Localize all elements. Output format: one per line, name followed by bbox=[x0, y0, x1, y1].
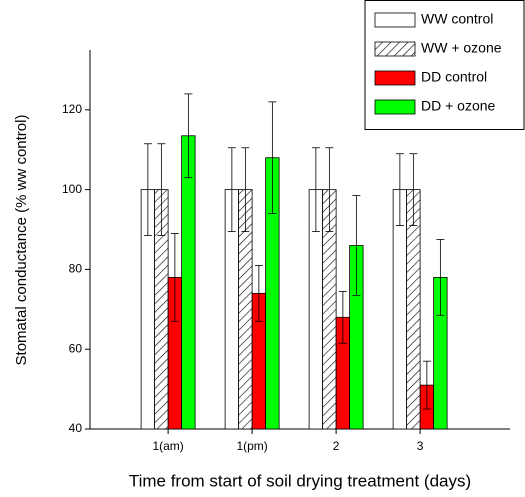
error-bar bbox=[268, 101, 277, 214]
error-bar bbox=[338, 290, 347, 344]
error-bar bbox=[241, 147, 250, 232]
y-tick-label: 120 bbox=[62, 102, 82, 116]
y-tick-label: 80 bbox=[69, 262, 83, 276]
legend-label: DD + ozone bbox=[421, 98, 496, 114]
legend-swatch bbox=[374, 70, 416, 86]
legend-label: WW control bbox=[421, 11, 493, 27]
legend-label: WW + ozone bbox=[421, 40, 502, 56]
error-bar bbox=[311, 147, 320, 232]
x-tick-label: 1(pm) bbox=[236, 439, 267, 453]
error-bar bbox=[352, 195, 361, 296]
error-bar bbox=[170, 233, 179, 322]
y-axis-label: Stomatal conductance (% ww control) bbox=[13, 115, 30, 366]
error-bar bbox=[395, 153, 404, 226]
x-tick-label: 3 bbox=[417, 439, 424, 453]
y-tick-label: 60 bbox=[69, 341, 83, 355]
legend-swatch bbox=[374, 12, 416, 28]
y-tick-label: 40 bbox=[69, 421, 83, 435]
error-bar bbox=[409, 153, 418, 226]
error-bar bbox=[436, 239, 445, 316]
error-bar bbox=[157, 143, 166, 236]
y-tick-label: 100 bbox=[62, 182, 82, 196]
error-bar bbox=[325, 147, 334, 232]
x-tick-label: 2 bbox=[333, 439, 340, 453]
error-bar bbox=[184, 93, 193, 179]
x-axis-label: Time from start of soil drying treatment… bbox=[129, 471, 471, 490]
error-bar bbox=[254, 265, 263, 322]
legend-swatch bbox=[374, 41, 416, 57]
error-bar bbox=[227, 147, 236, 232]
legend-label: DD control bbox=[421, 69, 487, 85]
bar bbox=[181, 135, 196, 430]
error-bar bbox=[422, 360, 431, 410]
legend-swatch bbox=[374, 99, 416, 115]
x-tick-label: 1(am) bbox=[152, 439, 183, 453]
error-bar bbox=[143, 143, 152, 236]
